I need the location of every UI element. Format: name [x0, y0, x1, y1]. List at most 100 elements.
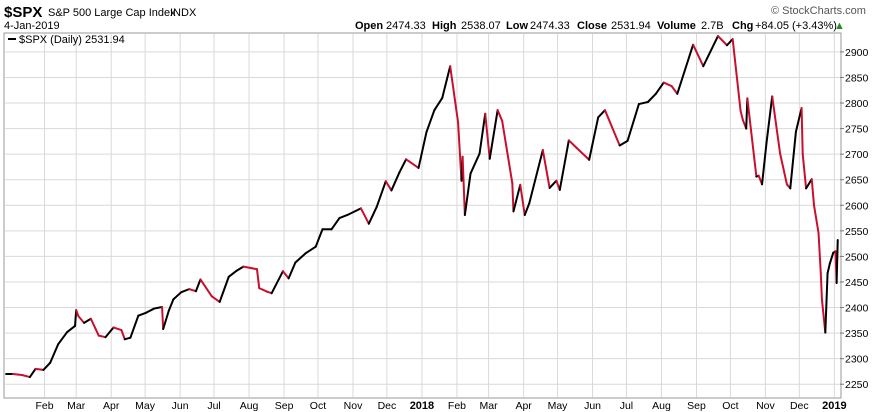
price-segment — [255, 268, 261, 290]
price-segment — [314, 228, 324, 248]
x-tick-label: Apr — [103, 400, 120, 412]
price-segment — [463, 172, 472, 216]
y-tick-label: 2350 — [845, 328, 869, 340]
high-label: High — [432, 20, 457, 32]
price-segment — [484, 112, 491, 160]
price-segment — [180, 288, 191, 294]
y-tick-label: 2250 — [845, 379, 869, 391]
price-segment — [461, 155, 466, 216]
y-tick-label: 2600 — [845, 200, 869, 212]
x-tick-label: Nov — [756, 400, 775, 412]
price-segment — [66, 324, 77, 334]
price-segment — [120, 329, 126, 341]
price-segment — [528, 149, 544, 205]
price-segment — [153, 306, 164, 310]
price-segment — [20, 374, 31, 379]
price-segment — [826, 262, 831, 275]
price-segment — [129, 314, 140, 339]
price-segment — [761, 141, 768, 186]
price-segment — [11, 372, 23, 377]
x-tick-label: Feb — [448, 400, 466, 412]
price-segment — [441, 65, 452, 99]
price-segment — [817, 231, 822, 275]
price-segment — [74, 309, 78, 327]
price-segment — [496, 109, 504, 122]
price-segment — [49, 343, 60, 364]
price-segment — [805, 178, 813, 190]
x-tick-label: Jul — [207, 400, 220, 412]
symbol-label: $SPX — [4, 4, 42, 21]
x-tick-label: Dec — [378, 400, 397, 412]
x-tick-label: Oct — [310, 400, 326, 412]
x-tick-label: Sep — [275, 400, 294, 412]
x-tick-label: Mar — [480, 400, 499, 412]
chg-value: +84.05 (+3.43%) — [755, 20, 837, 32]
price-segment — [726, 38, 734, 47]
y-tick-label: 2650 — [845, 175, 869, 187]
price-segment — [367, 205, 378, 225]
date-label: 4-Jan-2019 — [4, 20, 60, 32]
price-segment — [523, 202, 531, 216]
price-segment — [457, 121, 463, 182]
price-segment — [800, 107, 804, 156]
price-segment — [97, 334, 107, 339]
price-segment — [558, 139, 570, 191]
x-tick-label: May — [135, 400, 156, 412]
price-segment — [789, 130, 797, 190]
x-tick-label: Feb — [35, 400, 53, 412]
price-segment — [548, 179, 558, 189]
price-segment — [112, 326, 123, 332]
price-segment — [779, 152, 788, 186]
price-segment — [810, 178, 816, 207]
y-tick-label: 2500 — [845, 251, 869, 263]
price-segment — [702, 35, 719, 68]
price-segment — [75, 309, 80, 318]
price-segment — [330, 217, 341, 231]
price-segment — [199, 278, 213, 298]
price-segment — [828, 251, 835, 265]
legend-label: $SPX (Daily) 2531.94 — [19, 34, 125, 46]
price-segment — [433, 96, 444, 112]
price-segment — [242, 265, 258, 271]
price-segment — [541, 149, 551, 189]
x-tick-label: 2019 — [822, 400, 846, 412]
price-segment — [676, 43, 695, 95]
y-tick-label: 2450 — [845, 277, 869, 289]
price-segment — [654, 81, 665, 95]
price-segment — [501, 119, 514, 185]
price-segment — [89, 317, 100, 337]
price-segment — [137, 311, 148, 317]
close-label: Close — [577, 20, 607, 32]
volume-value: 2.7B — [701, 20, 724, 32]
price-segment — [731, 38, 742, 112]
low-label: Low — [506, 20, 528, 32]
x-tick-label: Apr — [515, 400, 532, 412]
x-tick-label: Jun — [584, 400, 601, 412]
price-segment — [304, 245, 317, 255]
index-name: S&P 500 Large Cap Index — [48, 7, 176, 19]
price-segment — [746, 97, 758, 178]
price-segment — [172, 291, 183, 301]
y-tick-label: 2700 — [845, 149, 869, 161]
up-arrow-icon: ▲ — [834, 20, 845, 32]
price-segment — [646, 92, 657, 103]
price-segment — [104, 326, 115, 339]
price-segment — [567, 139, 578, 150]
price-segment — [294, 252, 307, 264]
price-segment — [161, 306, 165, 330]
x-tick-label: Sep — [687, 400, 706, 412]
price-segment — [270, 270, 284, 295]
price-segment — [771, 95, 776, 114]
plot-frame — [3, 32, 842, 399]
x-tick-label: Dec — [790, 400, 809, 412]
price-segment — [346, 207, 362, 216]
y-tick-label: 2400 — [845, 303, 869, 315]
price-segment — [398, 158, 408, 174]
price-segment — [235, 265, 245, 272]
price-segment — [417, 131, 428, 169]
x-tick-label: 2018 — [410, 400, 434, 412]
price-segment — [575, 147, 591, 161]
price-segment — [819, 272, 823, 301]
exchange-label: INDX — [170, 7, 197, 19]
price-line — [5, 35, 839, 379]
